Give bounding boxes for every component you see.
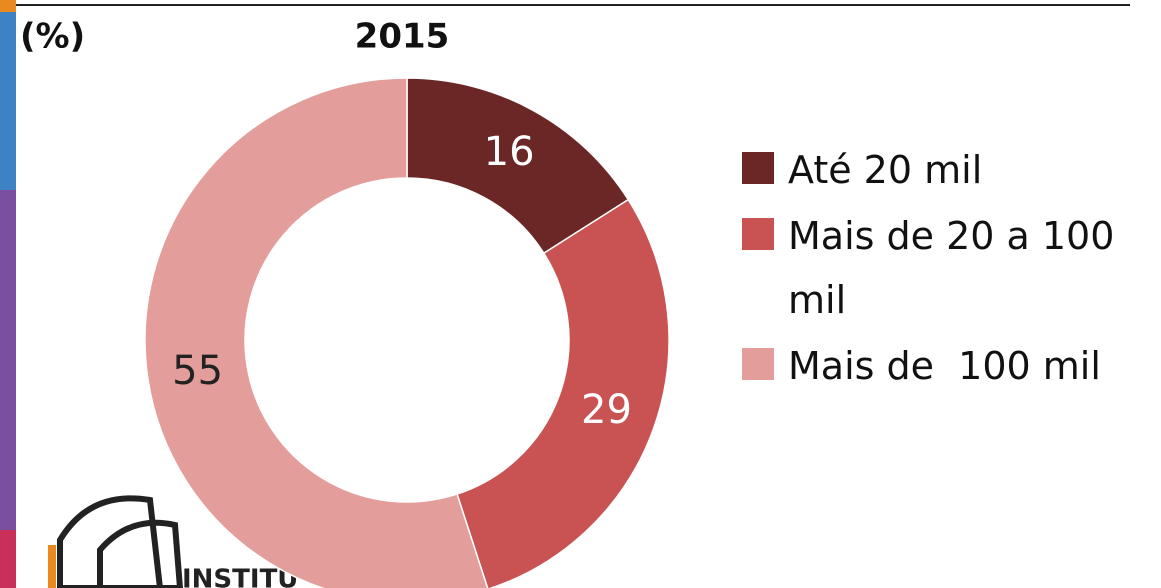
legend-item: Mais de 20 a 100 mil bbox=[742, 204, 1152, 332]
data-label: 16 bbox=[484, 129, 535, 175]
legend-label: Até 20 mil bbox=[788, 148, 983, 192]
logo: INSTITU bbox=[48, 495, 298, 588]
legend-item: Até 20 mil bbox=[742, 138, 1152, 202]
side-bar bbox=[0, 190, 16, 530]
legend: Até 20 mil Mais de 20 a 100 mil Mais de 10… bbox=[742, 138, 1152, 398]
side-bar bbox=[0, 0, 16, 190]
donut-slice bbox=[456, 198, 670, 588]
side-bar bbox=[0, 530, 16, 588]
logo-text: INSTITU bbox=[182, 565, 298, 588]
donut-slice bbox=[144, 77, 489, 588]
legend-swatch bbox=[742, 152, 774, 184]
legend-swatch bbox=[742, 218, 774, 250]
data-label: 29 bbox=[581, 387, 632, 433]
unit-label: (%) bbox=[20, 17, 85, 57]
legend-label: Mais de 20 a 100 mil bbox=[788, 214, 1127, 322]
legend-label: Mais de 100 mil bbox=[788, 344, 1101, 388]
legend-swatch bbox=[742, 348, 774, 380]
chart-title: 2015 bbox=[355, 17, 450, 57]
legend-item: Mais de 100 mil bbox=[742, 334, 1152, 398]
data-label: 55 bbox=[172, 348, 223, 394]
corner-mark bbox=[0, 0, 16, 12]
